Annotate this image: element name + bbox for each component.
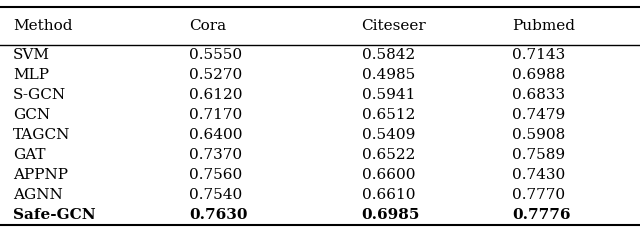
Text: 0.6985: 0.6985 — [362, 208, 420, 222]
Text: 0.6600: 0.6600 — [362, 168, 415, 182]
Text: GAT: GAT — [13, 148, 45, 162]
Text: 0.7630: 0.7630 — [189, 208, 247, 222]
Text: 0.7770: 0.7770 — [512, 188, 565, 202]
Text: Cora: Cora — [189, 19, 226, 33]
Text: 0.6512: 0.6512 — [362, 108, 415, 122]
Text: 0.6610: 0.6610 — [362, 188, 415, 202]
Text: 0.7776: 0.7776 — [512, 208, 570, 222]
Text: S-GCN: S-GCN — [13, 88, 66, 102]
Text: 0.7479: 0.7479 — [512, 108, 565, 122]
Text: 0.7143: 0.7143 — [512, 48, 565, 62]
Text: 0.5270: 0.5270 — [189, 68, 242, 82]
Text: 0.4985: 0.4985 — [362, 68, 415, 82]
Text: Method: Method — [13, 19, 72, 33]
Text: MLP: MLP — [13, 68, 49, 82]
Text: 0.6988: 0.6988 — [512, 68, 565, 82]
Text: 0.7430: 0.7430 — [512, 168, 565, 182]
Text: GCN: GCN — [13, 108, 50, 122]
Text: 0.5908: 0.5908 — [512, 128, 565, 142]
Text: APPNP: APPNP — [13, 168, 68, 182]
Text: 0.7370: 0.7370 — [189, 148, 242, 162]
Text: 0.5941: 0.5941 — [362, 88, 415, 102]
Text: 0.7589: 0.7589 — [512, 148, 565, 162]
Text: 0.7560: 0.7560 — [189, 168, 242, 182]
Text: AGNN: AGNN — [13, 188, 63, 202]
Text: 0.6400: 0.6400 — [189, 128, 243, 142]
Text: 0.6833: 0.6833 — [512, 88, 565, 102]
Text: Safe-GCN: Safe-GCN — [13, 208, 95, 222]
Text: 0.7540: 0.7540 — [189, 188, 242, 202]
Text: 0.7170: 0.7170 — [189, 108, 242, 122]
Text: 0.6522: 0.6522 — [362, 148, 415, 162]
Text: Pubmed: Pubmed — [512, 19, 575, 33]
Text: 0.5550: 0.5550 — [189, 48, 242, 62]
Text: TAGCN: TAGCN — [13, 128, 70, 142]
Text: 0.5842: 0.5842 — [362, 48, 415, 62]
Text: Citeseer: Citeseer — [362, 19, 426, 33]
Text: 0.5409: 0.5409 — [362, 128, 415, 142]
Text: SVM: SVM — [13, 48, 50, 62]
Text: 0.6120: 0.6120 — [189, 88, 243, 102]
